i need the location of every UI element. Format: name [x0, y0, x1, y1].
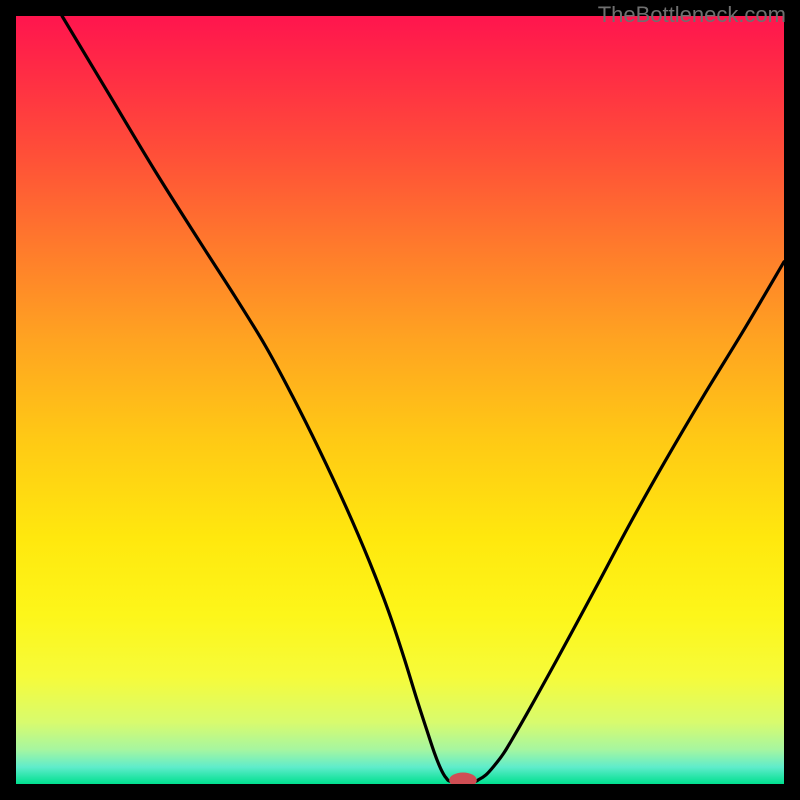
chart-frame: TheBottleneck.com	[0, 0, 800, 800]
plot-area	[16, 16, 784, 784]
watermark-text: TheBottleneck.com	[598, 2, 786, 28]
chart-svg	[16, 16, 784, 784]
